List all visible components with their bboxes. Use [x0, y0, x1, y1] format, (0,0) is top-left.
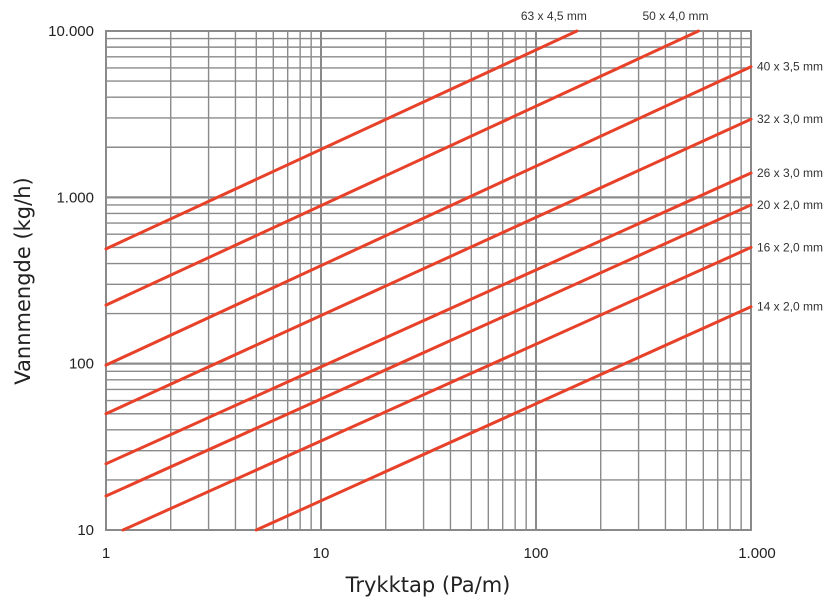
series-line-4	[104, 171, 753, 466]
series-line-3	[104, 117, 753, 416]
series-line-5	[104, 203, 753, 498]
x-tick-label: 100	[523, 545, 548, 562]
y-tick-label: 10.000	[48, 23, 94, 40]
y-tick-label: 10	[77, 522, 94, 539]
tick-labels: 10 100 1.000 10.000 1 10 100 1.000	[48, 23, 776, 562]
x-tick-label: 10	[313, 545, 330, 562]
series-lines	[104, 29, 753, 532]
series-labels: 63 x 4,5 mm 50 x 4,0 mm 40 x 3,5 mm 32 x 3,…	[521, 9, 823, 314]
series-label-6: 16 x 2,0 mm	[757, 240, 823, 254]
grid	[105, 30, 752, 531]
series-line-1	[104, 29, 701, 307]
series-line-2	[104, 65, 753, 367]
plot-frame	[105, 30, 752, 531]
series-label-3: 32 x 3,0 mm	[757, 112, 823, 126]
series-label-4: 26 x 3,0 mm	[757, 166, 823, 180]
series-line-0	[104, 29, 579, 251]
series-label-1: 50 x 4,0 mm	[642, 9, 708, 23]
y-axis-label: Vannmengde (kg/h)	[11, 177, 35, 384]
x-tick-label: 1	[102, 545, 110, 562]
x-axis-label: Trykktap (Pa/m)	[345, 573, 511, 597]
x-tick-label: 1.000	[738, 545, 776, 562]
series-line-7	[254, 305, 753, 532]
series-label-5: 20 x 2,0 mm	[757, 198, 823, 212]
y-tick-label: 100	[69, 356, 94, 373]
y-tick-label: 1.000	[56, 189, 94, 206]
series-label-0: 63 x 4,5 mm	[521, 9, 587, 23]
series-line-6	[121, 245, 753, 532]
series-label-2: 40 x 3,5 mm	[757, 60, 823, 74]
series-label-7: 14 x 2,0 mm	[757, 300, 823, 314]
